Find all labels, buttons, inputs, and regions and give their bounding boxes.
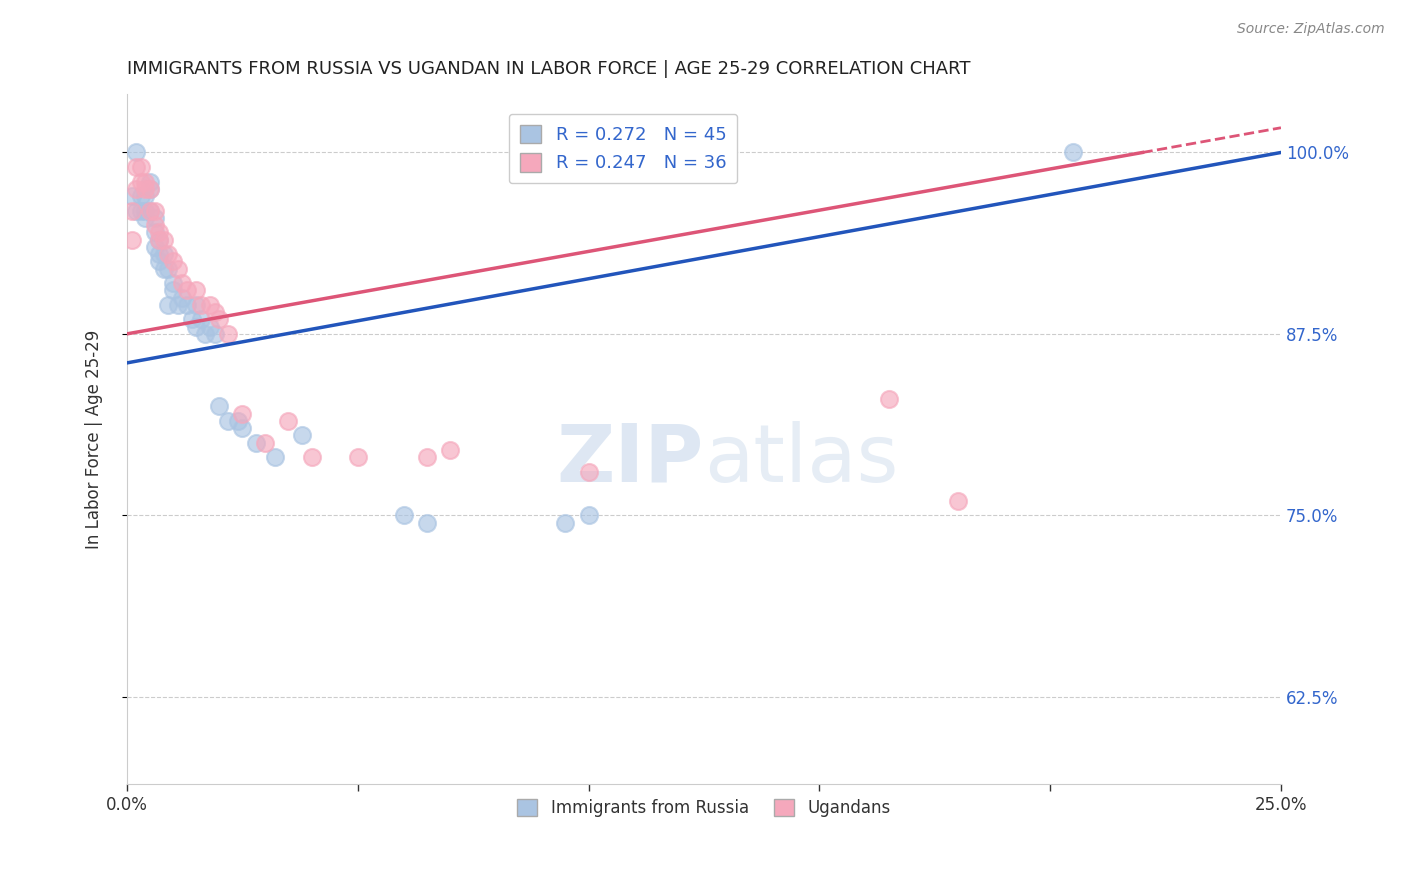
Text: IMMIGRANTS FROM RUSSIA VS UGANDAN IN LABOR FORCE | AGE 25-29 CORRELATION CHART: IMMIGRANTS FROM RUSSIA VS UGANDAN IN LAB…: [127, 60, 970, 78]
Point: [162, 254, 184, 268]
Point: [186, 283, 208, 297]
Point: [139, 182, 162, 196]
Text: ZIP: ZIP: [557, 421, 704, 499]
Point: [125, 160, 148, 174]
Point: [190, 298, 212, 312]
Point: [148, 247, 170, 261]
Point: [301, 450, 323, 465]
Point: [157, 247, 180, 261]
Point: [139, 203, 162, 218]
Point: [204, 326, 226, 341]
Point: [143, 225, 166, 239]
Point: [148, 225, 170, 239]
Point: [148, 233, 170, 247]
Point: [129, 174, 152, 188]
Point: [231, 407, 253, 421]
Point: [186, 319, 208, 334]
Point: [217, 326, 239, 341]
Point: [180, 312, 202, 326]
Point: [125, 182, 148, 196]
Point: [139, 174, 162, 188]
Point: [416, 450, 439, 465]
Point: [291, 428, 314, 442]
Point: [198, 319, 221, 334]
Point: [162, 283, 184, 297]
Point: [143, 211, 166, 225]
Point: [157, 298, 180, 312]
Point: [139, 203, 162, 218]
Point: [153, 233, 176, 247]
Point: [204, 305, 226, 319]
Text: atlas: atlas: [704, 421, 898, 499]
Point: [208, 312, 231, 326]
Point: [166, 261, 188, 276]
Point: [277, 414, 299, 428]
Point: [194, 326, 217, 341]
Point: [129, 203, 152, 218]
Point: [392, 508, 415, 523]
Point: [125, 145, 148, 160]
Point: [254, 435, 277, 450]
Point: [134, 189, 156, 203]
Point: [190, 312, 212, 326]
Point: [176, 298, 198, 312]
Point: [121, 233, 143, 247]
Point: [143, 203, 166, 218]
Point: [208, 400, 231, 414]
Point: [439, 442, 461, 457]
Point: [578, 508, 600, 523]
Point: [346, 450, 368, 465]
Point: [172, 276, 194, 290]
Point: [134, 211, 156, 225]
Point: [143, 240, 166, 254]
Point: [946, 493, 969, 508]
Y-axis label: In Labor Force | Age 25-29: In Labor Force | Age 25-29: [86, 329, 103, 549]
Point: [153, 261, 176, 276]
Point: [139, 182, 162, 196]
Point: [416, 516, 439, 530]
Point: [166, 298, 188, 312]
Point: [134, 174, 156, 188]
Point: [125, 203, 148, 218]
Point: [121, 189, 143, 203]
Point: [1062, 145, 1084, 160]
Point: [263, 450, 285, 465]
Point: [172, 291, 194, 305]
Point: [129, 189, 152, 203]
Point: [143, 218, 166, 232]
Text: Source: ZipAtlas.com: Source: ZipAtlas.com: [1237, 22, 1385, 37]
Point: [157, 261, 180, 276]
Point: [162, 276, 184, 290]
Point: [134, 182, 156, 196]
Point: [134, 203, 156, 218]
Point: [554, 516, 576, 530]
Point: [121, 203, 143, 218]
Point: [245, 435, 267, 450]
Point: [877, 392, 900, 407]
Point: [226, 414, 249, 428]
Point: [148, 233, 170, 247]
Point: [231, 421, 253, 435]
Point: [186, 298, 208, 312]
Legend: Immigrants from Russia, Ugandans: Immigrants from Russia, Ugandans: [510, 792, 897, 823]
Point: [153, 247, 176, 261]
Point: [176, 283, 198, 297]
Point: [129, 160, 152, 174]
Point: [578, 465, 600, 479]
Point: [217, 414, 239, 428]
Point: [198, 298, 221, 312]
Point: [148, 254, 170, 268]
